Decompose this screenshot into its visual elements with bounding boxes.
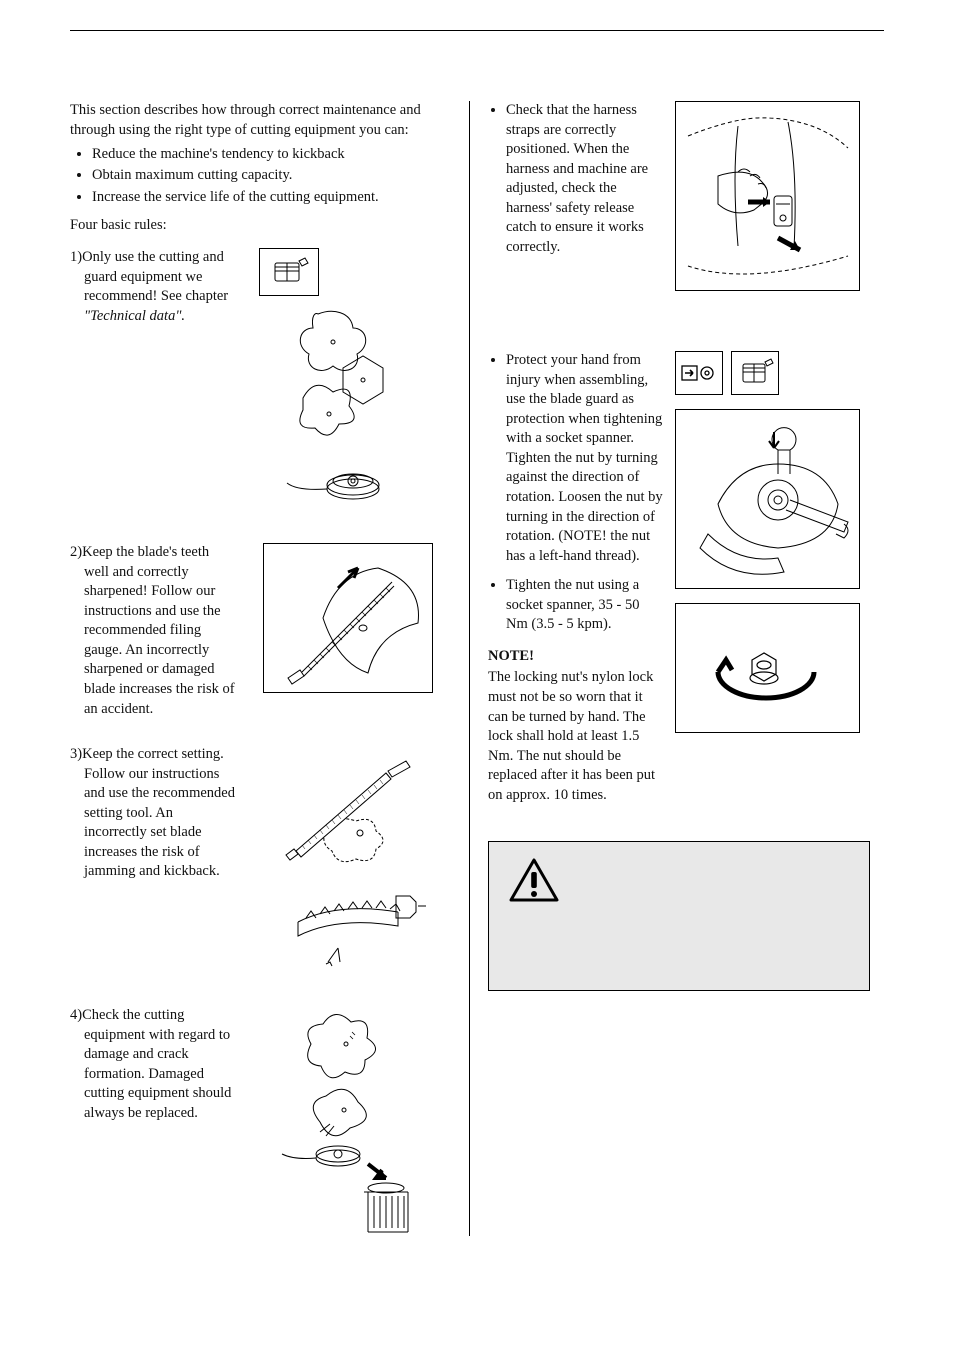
rule-1-num: 1)	[70, 249, 82, 265]
tooth-set-fig	[263, 875, 433, 980]
page: This section describes how through corre…	[0, 0, 954, 1276]
harness-figure	[675, 101, 870, 291]
intro-bullet: Reduce the machine's tendency to kickbac…	[92, 144, 451, 164]
blade-variants-fig	[263, 306, 433, 451]
filing-blade-fig	[263, 543, 433, 693]
harness-text-block: Check that the harness straps are correc…	[488, 101, 663, 291]
warning-triangle-icon	[507, 856, 561, 904]
right-column: Check that the harness straps are correc…	[470, 101, 870, 1236]
note-body: The locking nut's nylon lock must not be…	[488, 668, 663, 805]
harness-row: Check that the harness straps are correc…	[488, 101, 870, 291]
tighten-figures	[675, 351, 870, 805]
locknut-rotation-fig	[675, 603, 860, 733]
rule-4-text: 4)Check the cutting equipment with regar…	[70, 1006, 235, 1123]
basic-rules-label: Four basic rules:	[70, 217, 451, 234]
tighten-text: Tighten the nut using a socket spanner, …	[506, 576, 663, 635]
note-heading: NOTE!	[488, 647, 663, 667]
intro-bullet-list: Reduce the machine's tendency to kickbac…	[70, 144, 451, 207]
damaged-equipment-fig	[263, 1006, 433, 1236]
rule-3-num: 3)	[70, 746, 82, 762]
rule-1-figures	[245, 248, 451, 517]
rule-2-body: Keep the blade's teeth well and correctl…	[82, 544, 235, 717]
rule-2-num: 2)	[70, 544, 82, 560]
rule-row-2: 2)Keep the blade's teeth well and correc…	[70, 543, 451, 719]
icon-row	[675, 351, 779, 395]
rule-3-body: Keep the correct setting. Follow our ins…	[82, 746, 235, 879]
two-column-layout: This section describes how through corre…	[70, 101, 884, 1236]
rule-4-num: 4)	[70, 1007, 82, 1023]
spanner-tighten-fig	[675, 409, 860, 589]
rule-3-figures	[245, 745, 451, 980]
warning-box	[488, 841, 870, 991]
rule-4-body: Check the cutting equipment with regard …	[82, 1007, 231, 1121]
tighten-text-block: Protect your hand from injury when assem…	[488, 351, 663, 805]
rule-row-1: 1)Only use the cutting and guard equipme…	[70, 248, 451, 517]
top-rule	[70, 30, 884, 31]
rule-row-3: 3)Keep the correct setting. Follow our i…	[70, 745, 451, 980]
left-column: This section describes how through corre…	[70, 101, 470, 1236]
manual-icon	[259, 248, 319, 296]
tighten-row: Protect your hand from injury when assem…	[488, 351, 870, 805]
rule-3-text: 3)Keep the correct setting. Follow our i…	[70, 745, 235, 882]
harness-text: Check that the harness straps are correc…	[506, 101, 663, 258]
rule-2-text: 2)Keep the blade's teeth well and correc…	[70, 543, 235, 719]
rule-row-4: 4)Check the cutting equipment with regar…	[70, 1006, 451, 1236]
rule-1-italic: "Technical data".	[84, 308, 185, 324]
rule-1-body: Only use the cutting and guard equipment…	[82, 249, 228, 304]
rule-1-text: 1)Only use the cutting and guard equipme…	[70, 248, 235, 326]
rule-2-figure	[245, 543, 451, 693]
direction-icon	[675, 351, 723, 395]
rule-4-figure	[245, 1006, 451, 1236]
intro-bullet: Increase the service life of the cutting…	[92, 187, 451, 207]
intro-text: This section describes how through corre…	[70, 101, 451, 140]
harness-release-fig	[675, 101, 860, 291]
manual-small-icon	[731, 351, 779, 395]
setting-tool-fig	[263, 745, 433, 865]
protect-text: Protect your hand from injury when assem…	[506, 351, 663, 566]
intro-bullet: Obtain maximum cutting capacity.	[92, 165, 451, 185]
trimmer-head-fig	[263, 461, 433, 517]
